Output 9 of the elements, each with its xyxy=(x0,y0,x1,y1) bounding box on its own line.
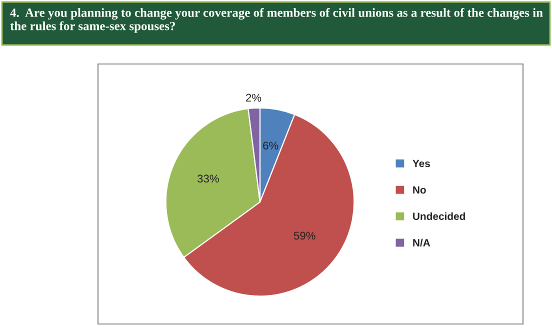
legend-label: Undecided xyxy=(413,212,466,220)
legend-label: Yes xyxy=(412,160,430,168)
data-label: 2% xyxy=(246,94,262,102)
data-label: 33% xyxy=(197,174,219,183)
data-label: 59% xyxy=(294,232,316,240)
data-label: 6% xyxy=(263,142,278,150)
legend-label: N/A xyxy=(413,238,430,247)
chart-title: 4. Are you planning to change your coverage of members of civil unions as a result of the changes in the rules for same-sex spouses? xyxy=(10,8,543,33)
legend-label: No xyxy=(413,186,426,194)
